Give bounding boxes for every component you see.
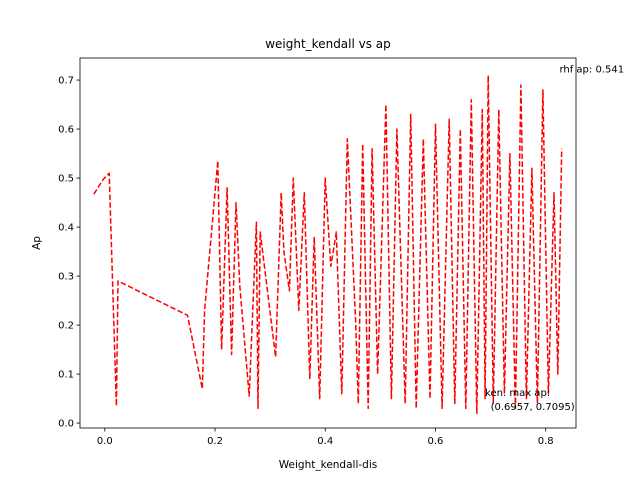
y-tick-label: 0.6 [58, 125, 74, 136]
annotation-text: ken. max ap: [485, 388, 550, 399]
y-axis-ticks: 0.0 0.1 0.2 0.3 0.4 0.5 0.6 0.7 [58, 76, 80, 430]
y-tick-label: 0.1 [58, 370, 74, 381]
x-tick-label: 0.4 [317, 436, 333, 447]
x-tick-label: 0.8 [538, 436, 554, 447]
x-tick-label: 0.6 [428, 436, 444, 447]
chart-title: weight_kendall vs ap [265, 37, 391, 51]
y-tick-label: 0.0 [58, 419, 74, 430]
y-tick-label: 0.4 [58, 223, 74, 234]
x-tick-label: 0.0 [97, 436, 113, 447]
y-tick-label: 0.2 [58, 321, 74, 332]
plot-frame [79, 57, 577, 429]
y-tick-label: 0.3 [58, 272, 74, 283]
annotations: rhf ap: 0.541 ken. max ap: (0.6957, 0.7095… [485, 65, 624, 413]
annotation-text: rhf ap: 0.541 [559, 65, 624, 76]
annotation-text: (0.6957, 0.7095) [491, 402, 575, 413]
y-axis-label: Ap [31, 236, 43, 250]
x-tick-label: 0.2 [207, 436, 223, 447]
x-axis-ticks: 0.0 0.2 0.4 0.6 0.8 [97, 428, 554, 447]
series-line-0 [93, 74, 563, 415]
y-tick-label: 0.5 [58, 174, 74, 185]
x-axis-label: Weight_kendall-dis [279, 459, 377, 471]
y-tick-label: 0.7 [58, 76, 74, 87]
plot-area [93, 74, 563, 415]
